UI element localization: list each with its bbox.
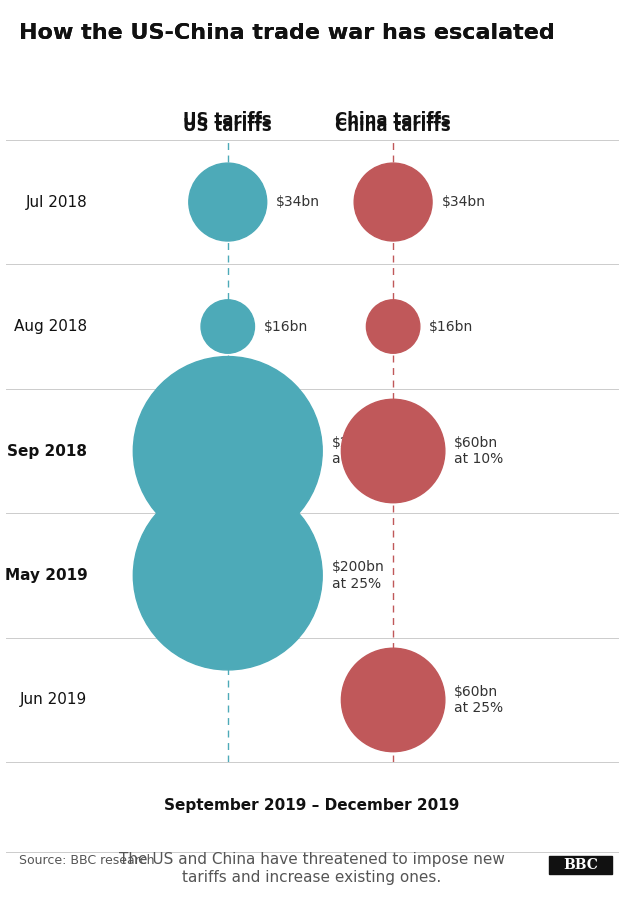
Text: $34bn: $34bn (441, 195, 485, 209)
Text: US tariffs: US tariffs (183, 117, 272, 135)
Text: Jul 2018: Jul 2018 (26, 195, 87, 209)
Text: $200bn
at 25%: $200bn at 25% (331, 560, 384, 591)
Circle shape (341, 649, 445, 751)
Text: $60bn
at 25%: $60bn at 25% (454, 685, 504, 715)
Circle shape (366, 299, 420, 354)
Text: $16bn: $16bn (264, 319, 308, 334)
Text: How the US-China trade war has escalated: How the US-China trade war has escalated (19, 23, 555, 42)
Text: China tariffs: China tariffs (335, 111, 451, 129)
Text: September 2019 – December 2019: September 2019 – December 2019 (164, 798, 460, 814)
Text: $200bn
at 10%: $200bn at 10% (331, 436, 384, 466)
Circle shape (201, 299, 255, 354)
Text: China tariffs: China tariffs (335, 117, 451, 135)
Text: Jun 2019: Jun 2019 (20, 693, 87, 707)
Text: Aug 2018: Aug 2018 (14, 319, 87, 334)
Text: $60bn
at 10%: $60bn at 10% (454, 436, 504, 466)
Circle shape (341, 400, 445, 502)
Circle shape (354, 163, 432, 241)
Text: BBC: BBC (563, 859, 598, 872)
Text: $34bn: $34bn (276, 195, 320, 209)
Bar (549, 856, 612, 874)
Text: The US and China have threatened to impose new
tariffs and increase existing one: The US and China have threatened to impo… (119, 852, 505, 885)
Circle shape (134, 481, 322, 670)
Text: $16bn: $16bn (429, 319, 474, 334)
Text: Source: BBC research: Source: BBC research (19, 854, 154, 868)
Circle shape (134, 356, 322, 546)
Text: May 2019: May 2019 (4, 568, 87, 583)
Text: Sep 2018: Sep 2018 (7, 444, 87, 458)
Text: US tariffs: US tariffs (183, 111, 272, 129)
Text: How the US-China trade war has escalated: How the US-China trade war has escalated (19, 23, 555, 42)
Circle shape (189, 163, 266, 241)
